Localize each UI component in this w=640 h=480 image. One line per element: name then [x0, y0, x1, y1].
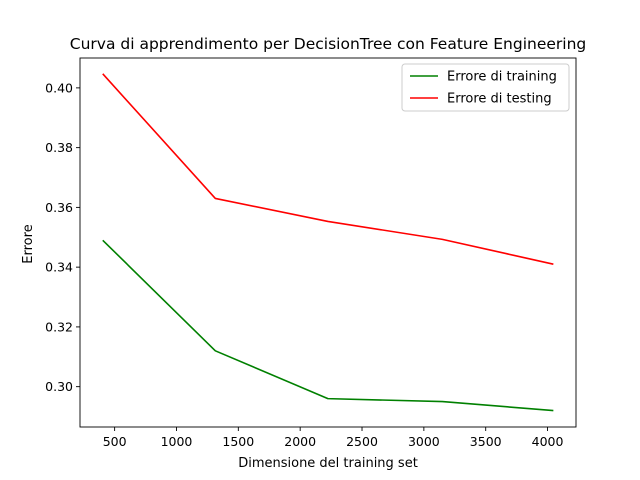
x-axis-title: Dimensione del training set — [238, 456, 418, 471]
x-tick-label: 2500 — [346, 434, 378, 449]
x-tick-label: 4000 — [532, 434, 564, 449]
y-tick-label: 0.34 — [45, 260, 73, 275]
series-line-2 — [102, 73, 554, 265]
y-tick-label: 0.32 — [45, 319, 73, 334]
plot-area: 500 1000 1500 2000 2500 3000 3500 4000 0.30 0.32 0… — [45, 57, 577, 449]
series-line-1 — [102, 239, 554, 412]
legend-box — [401, 63, 570, 112]
x-tick-label: 3500 — [470, 434, 502, 449]
x-tick-label: 500 — [103, 434, 127, 449]
legend-label-1: Errore di training — [447, 70, 557, 85]
x-tick-label: 2000 — [284, 434, 316, 449]
y-tick-label: 0.36 — [45, 200, 73, 215]
x-tick-label: 3000 — [408, 434, 440, 449]
x-tick-label: 1500 — [222, 434, 254, 449]
legend-label-2: Errore di testing — [447, 92, 552, 107]
x-tick-label: 1000 — [161, 434, 193, 449]
y-tick-label: 0.38 — [45, 140, 73, 155]
y-tick-label: 0.30 — [45, 379, 73, 394]
y-axis-title: Errore — [21, 224, 36, 263]
chart-title: Curva di apprendimento per DecisionTree … — [70, 35, 587, 53]
legend: Errore di training Errore di testing — [401, 63, 570, 112]
y-tick-label: 0.40 — [45, 80, 73, 95]
axes-frame — [79, 57, 577, 428]
